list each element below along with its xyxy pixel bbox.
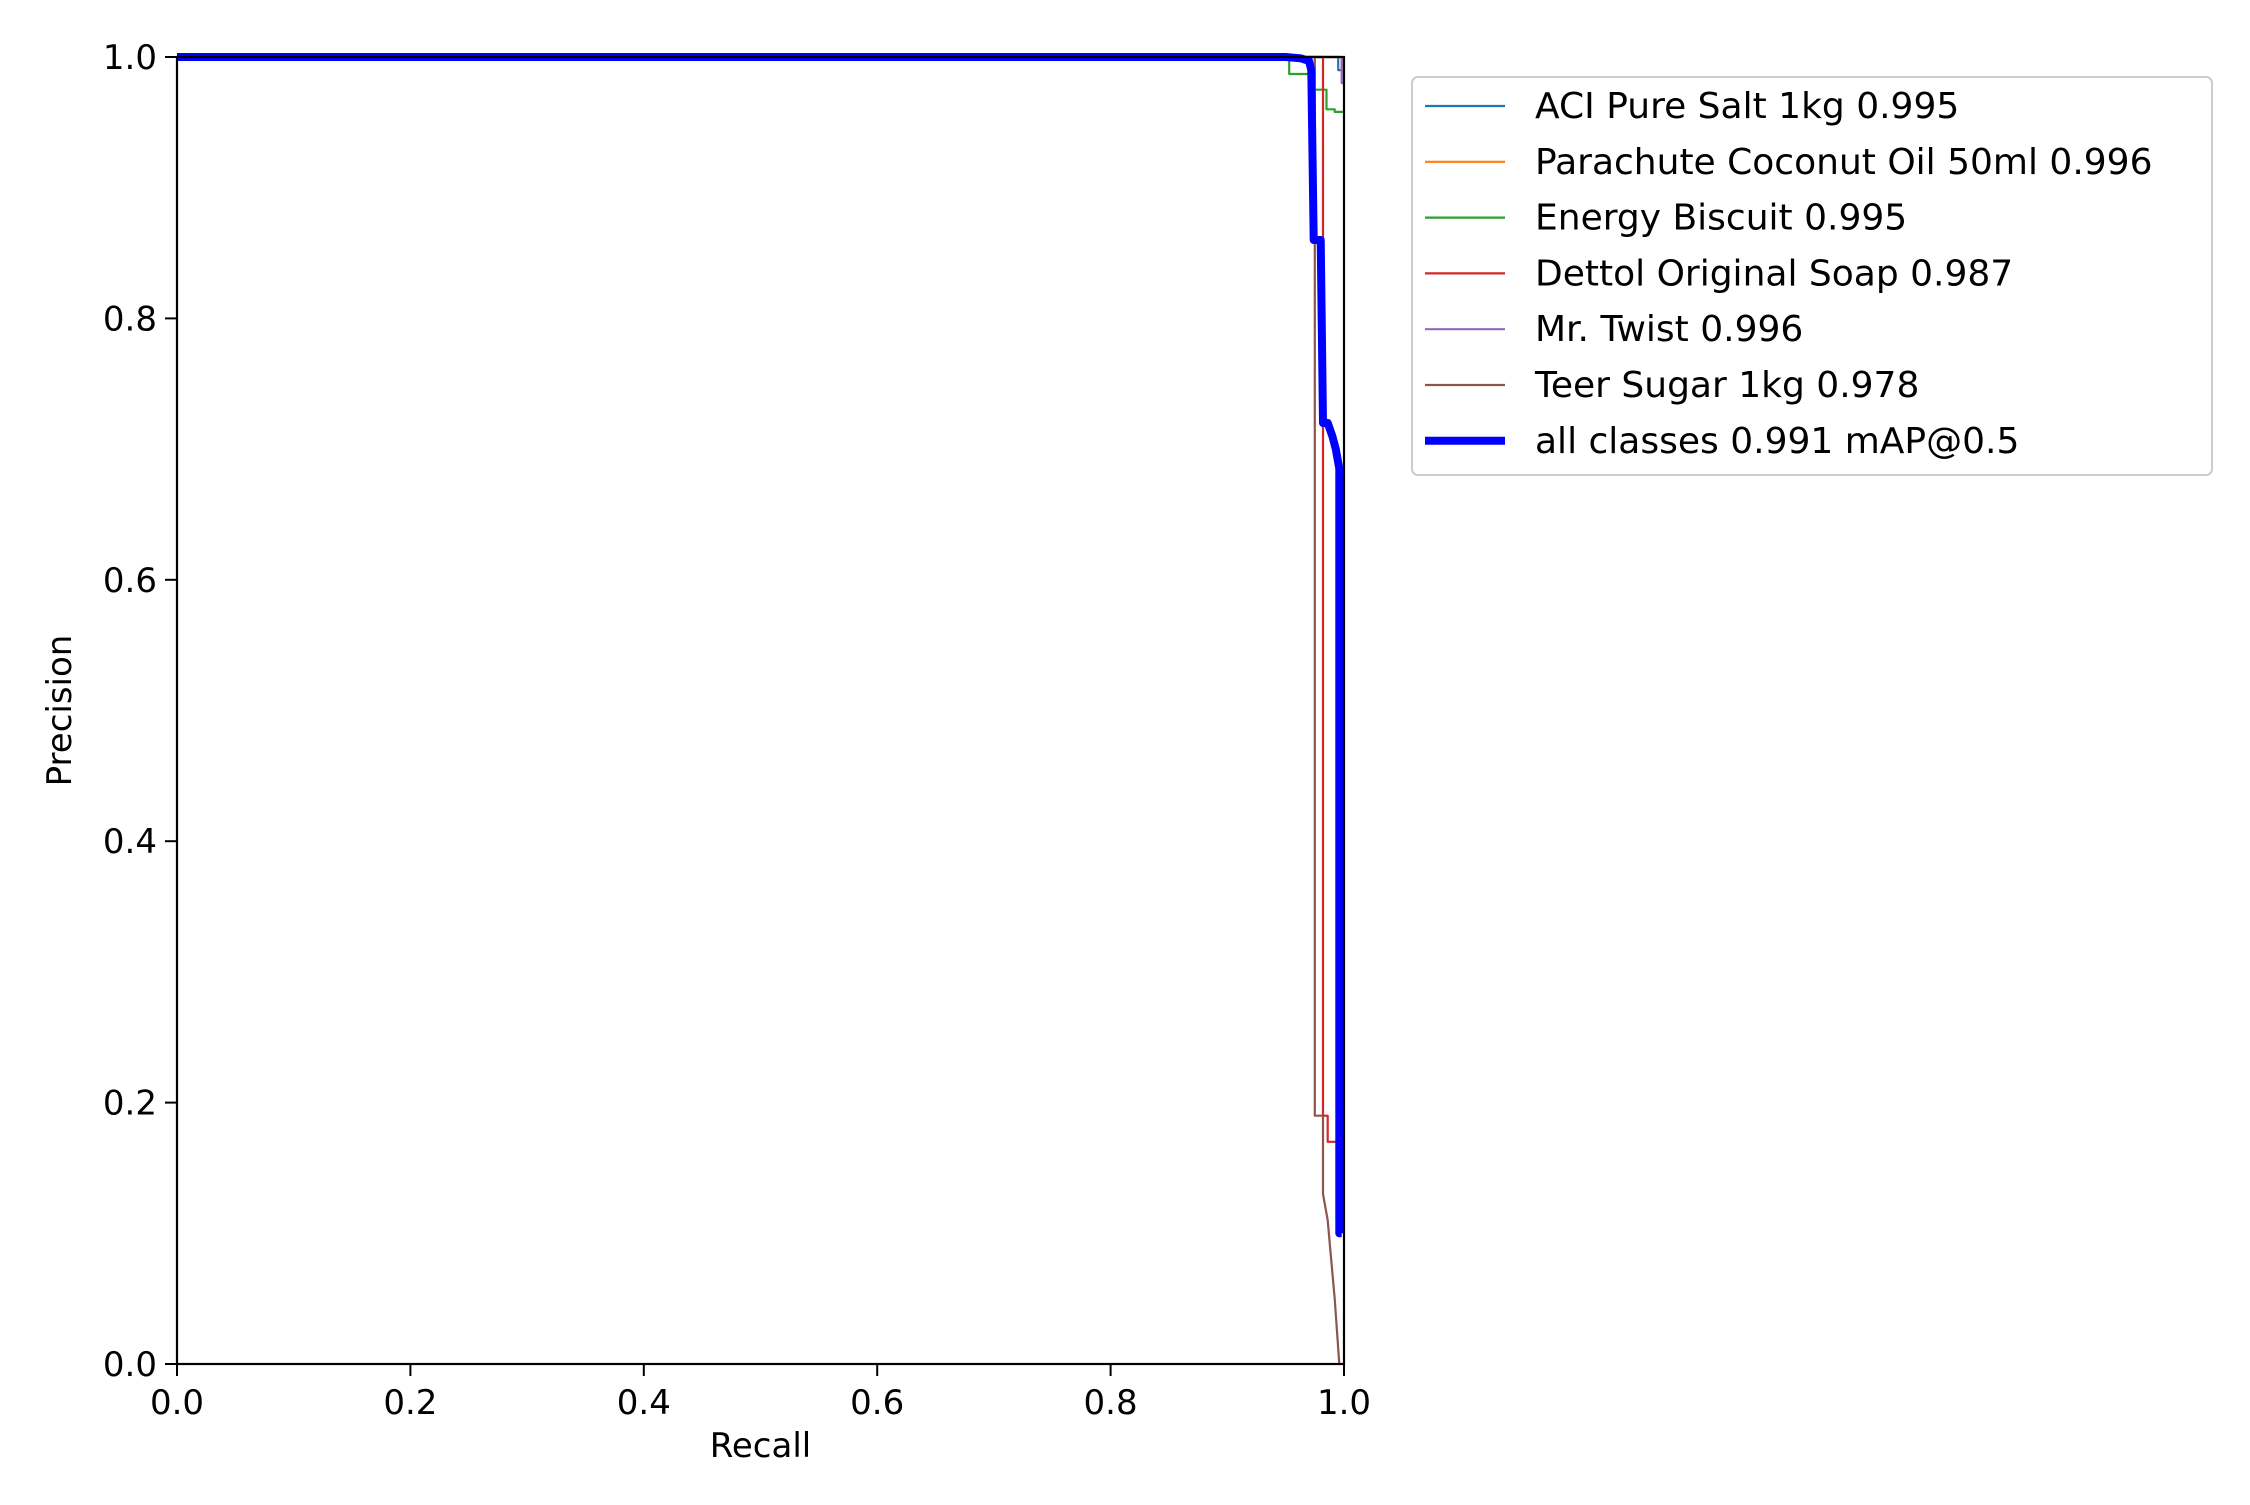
x-tick-label: 0.6 [850,1383,904,1423]
x-tick-label: 0.0 [150,1383,204,1423]
series-layer [177,53,1344,1365]
y-tick-label: 0.4 [103,822,157,862]
plot-frame [175,55,1346,1366]
x-axis-label: Recall [710,1426,811,1466]
series-line-3 [177,55,1344,114]
series-line-4 [177,55,1344,1143]
x-tick-label: 0.8 [1084,1383,1138,1423]
legend-box [1411,76,2213,476]
series-line-6 [177,55,1341,1365]
x-tick-label: 0.4 [617,1383,671,1423]
legend-label: Parachute Coconut Oil 50ml 0.996 [1535,142,2152,183]
legend: ACI Pure Salt 1kg 0.995 Parachute Coconut… [1411,76,2213,476]
legend-label: Mr. Twist 0.996 [1535,309,1803,350]
series-line-7 [177,53,1344,1238]
y-tick-label: 0.2 [103,1084,157,1124]
x-tick-label: 0.2 [383,1383,437,1423]
x-tick-label: 1.0 [1317,1383,1371,1423]
legend-label: ACI Pure Salt 1kg 0.995 [1535,86,1959,127]
y-tick-label: 0.6 [103,561,157,601]
y-tick-label: 0.0 [103,1345,157,1385]
y-axis-label: Precision [40,635,80,787]
axes-layer: 0.0 0.2 0.4 0.6 0.8 1.0 0.0 0.2 0.4 0.6 0.8 1.0 Reca… [40,38,1371,1466]
y-tick-label: 1.0 [103,38,157,78]
legend-label: Dettol Original Soap 0.987 [1535,253,2013,294]
y-tick-label: 0.8 [103,299,157,339]
legend-label: all classes 0.991 mAP@0.5 [1535,421,2019,462]
legend-label: Energy Biscuit 0.995 [1535,198,1907,239]
legend-label: Teer Sugar 1kg 0.978 [1534,365,1919,406]
